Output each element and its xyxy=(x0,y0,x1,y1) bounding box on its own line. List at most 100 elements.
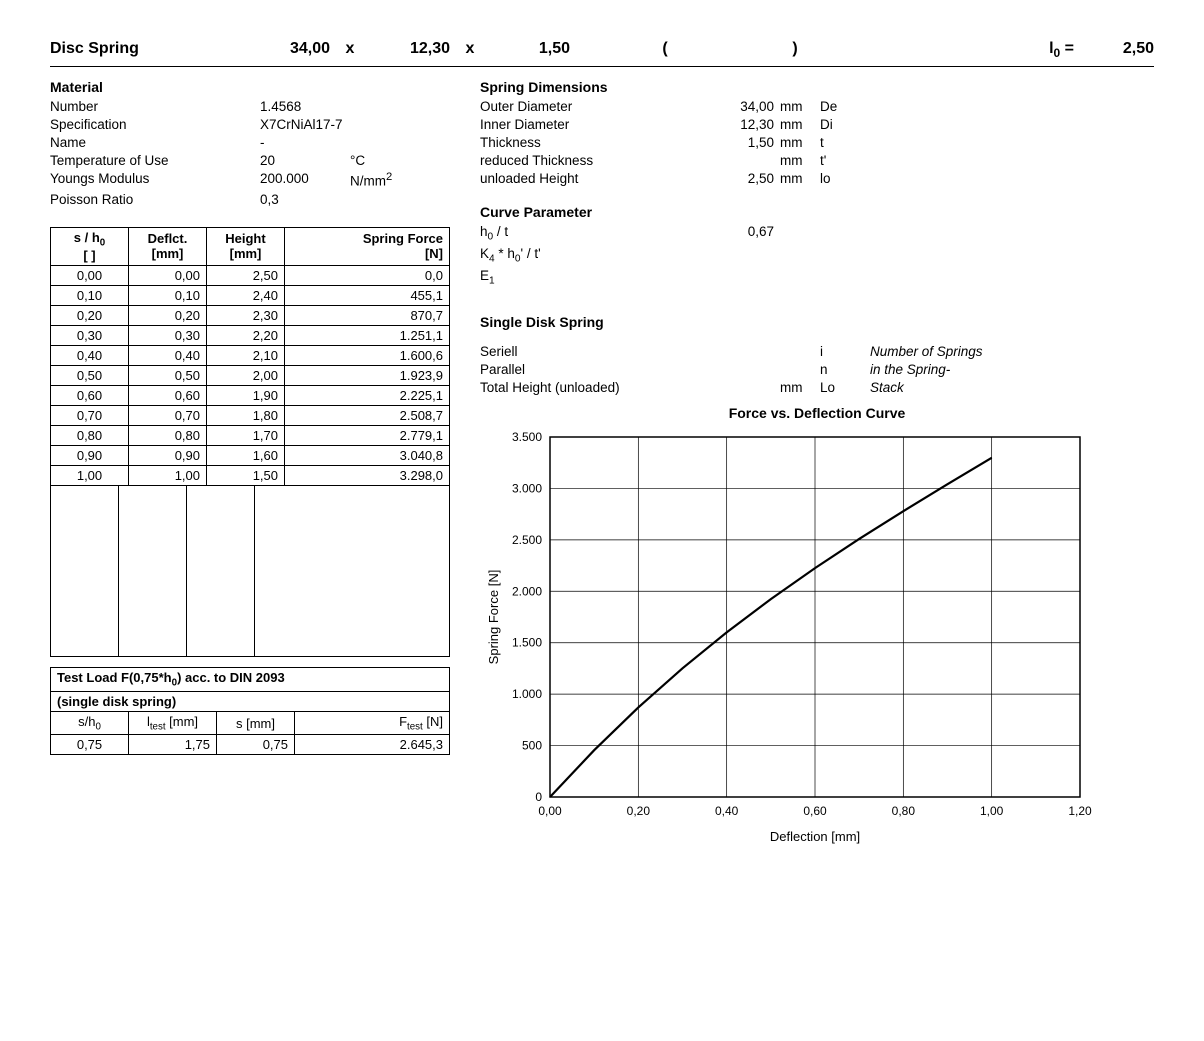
table-row: 0,300,302,201.251,1 xyxy=(51,326,450,346)
curve-param-value xyxy=(700,268,780,287)
table-row: 1,001,001,503.298,0 xyxy=(51,466,450,486)
dim-label: reduced Thickness xyxy=(480,153,700,168)
table-row: 0,200,202,30870,7 xyxy=(51,306,450,326)
table-cell: 0,0 xyxy=(285,266,450,286)
dimensions-title: Spring Dimensions xyxy=(480,79,1154,95)
table-cell: 1.251,1 xyxy=(285,326,450,346)
dim-value xyxy=(700,153,780,168)
curve-param-value xyxy=(700,246,780,265)
table-cell: 2,50 xyxy=(207,266,285,286)
material-value: 1.4568 xyxy=(260,99,350,114)
material-unit xyxy=(350,192,420,207)
table-cell: 0,30 xyxy=(129,326,207,346)
material-label: Specification xyxy=(50,117,260,132)
material-label: Temperature of Use xyxy=(50,153,260,168)
dim-value: 2,50 xyxy=(700,171,780,186)
test-title: Test Load F(0,75*h0) acc. to DIN 2093 xyxy=(51,668,450,692)
ss-value xyxy=(700,344,780,359)
table-cell: 870,7 xyxy=(285,306,450,326)
table-cell: 0,80 xyxy=(51,426,129,446)
dim-label: Outer Diameter xyxy=(480,99,700,114)
defl-h2: Deflct.[mm] xyxy=(129,227,207,266)
dim-unit: mm xyxy=(780,171,820,186)
table-cell: 0,70 xyxy=(51,406,129,426)
left-column: Material Number1.4568SpecificationX7CrNi… xyxy=(50,73,450,850)
svg-text:3.500: 3.500 xyxy=(512,430,542,444)
table-cell: 2.225,1 xyxy=(285,386,450,406)
table-cell: 1,50 xyxy=(207,466,285,486)
dim-symbol: t' xyxy=(820,153,870,168)
material-unit xyxy=(350,117,420,132)
test-h1: s/h0 xyxy=(51,711,129,735)
dim-unit: mm xyxy=(780,117,820,132)
table-cell: 3.040,8 xyxy=(285,446,450,466)
material-unit: N/mm2 xyxy=(350,171,420,189)
table-cell: 0,50 xyxy=(51,366,129,386)
dim-symbol: De xyxy=(820,99,870,114)
table-row: 0,600,601,902.225,1 xyxy=(51,386,450,406)
table-cell: 1,00 xyxy=(51,466,129,486)
deflection-table: s / h0[ ] Deflct.[mm] Height[mm] Spring … xyxy=(50,227,450,487)
single-spring-grid: SerielliNumber of SpringsParallelnin the… xyxy=(480,344,1154,395)
header-x2: x xyxy=(450,40,490,58)
table-cell: 0,50 xyxy=(129,366,207,386)
svg-text:1.000: 1.000 xyxy=(512,687,542,701)
header-dim3: 1,50 xyxy=(490,40,570,58)
material-value: 0,3 xyxy=(260,192,350,207)
test-h4: Ftest [N] xyxy=(295,711,450,735)
dim-value: 12,30 xyxy=(700,117,780,132)
test-f: 2.645,3 xyxy=(295,735,450,755)
material-value: X7CrNiAl17-7 xyxy=(260,117,350,132)
header-x1: x xyxy=(330,40,370,58)
material-unit: °C xyxy=(350,153,420,168)
test-subtitle: (single disk spring) xyxy=(51,691,450,711)
test-h3: s [mm] xyxy=(217,711,295,735)
single-spring-title: Single Disk Spring xyxy=(480,314,1154,330)
header-dim1: 34,00 xyxy=(250,40,330,58)
table-row: 0,400,402,101.600,6 xyxy=(51,346,450,366)
test-s: 0,75 xyxy=(51,735,129,755)
dim-value: 1,50 xyxy=(700,135,780,150)
svg-text:0,20: 0,20 xyxy=(627,804,651,818)
header-lo-value: 2,50 xyxy=(1074,40,1154,58)
material-unit xyxy=(350,135,420,150)
svg-text:500: 500 xyxy=(522,739,542,753)
table-row: 0,000,002,500,0 xyxy=(51,266,450,286)
header-dim2: 12,30 xyxy=(370,40,450,58)
table-cell: 2,20 xyxy=(207,326,285,346)
svg-text:2.000: 2.000 xyxy=(512,585,542,599)
dim-symbol: t xyxy=(820,135,870,150)
dim-unit: mm xyxy=(780,153,820,168)
ss-unit xyxy=(780,362,820,377)
table-cell: 0,80 xyxy=(129,426,207,446)
dim-symbol: Di xyxy=(820,117,870,132)
table-cell: 2,30 xyxy=(207,306,285,326)
header-paren-close: ) xyxy=(760,40,830,58)
dim-label: Inner Diameter xyxy=(480,117,700,132)
ss-value xyxy=(700,362,780,377)
material-label: Number xyxy=(50,99,260,114)
curve-param-title: Curve Parameter xyxy=(480,204,1154,220)
ss-symbol: Lo xyxy=(820,380,870,395)
svg-text:2.500: 2.500 xyxy=(512,533,542,547)
header-paren-open: ( xyxy=(630,40,700,58)
table-cell: 0,00 xyxy=(129,266,207,286)
table-cell: 1,90 xyxy=(207,386,285,406)
material-title: Material xyxy=(50,79,450,95)
table-cell: 3.298,0 xyxy=(285,466,450,486)
header-title: Disc Spring xyxy=(50,40,250,58)
chart-container: Force vs. Deflection Curve 0,000,200,400… xyxy=(480,405,1154,850)
table-cell: 1,70 xyxy=(207,426,285,446)
curve-param-grid: h0 / t0,67K4 * h0' / t'E1 xyxy=(480,224,1154,286)
svg-text:0,00: 0,00 xyxy=(538,804,562,818)
table-cell: 0,10 xyxy=(129,286,207,306)
svg-text:3.000: 3.000 xyxy=(512,482,542,496)
ss-unit: mm xyxy=(780,380,820,395)
test-sm: 0,75 xyxy=(217,735,295,755)
ss-note: Number of Springs xyxy=(870,344,1030,359)
dim-value: 34,00 xyxy=(700,99,780,114)
table-cell: 0,40 xyxy=(129,346,207,366)
ss-unit xyxy=(780,344,820,359)
svg-text:1.500: 1.500 xyxy=(512,636,542,650)
table-cell: 0,70 xyxy=(129,406,207,426)
